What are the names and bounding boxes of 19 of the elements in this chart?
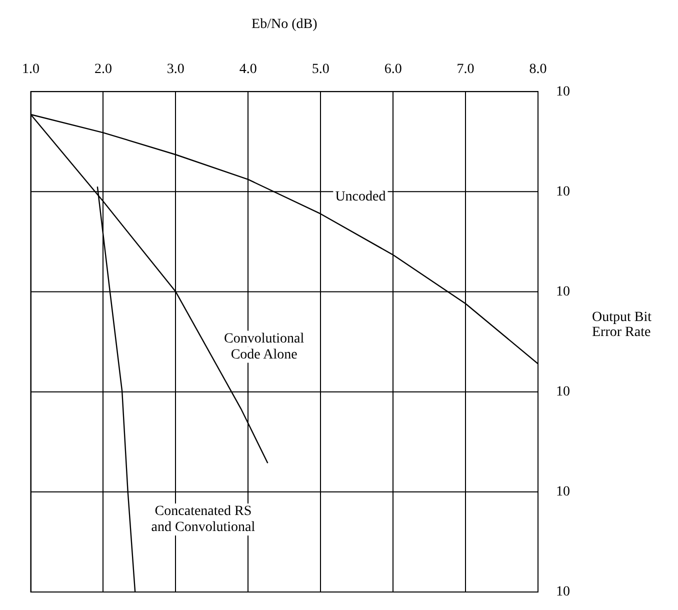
x-tick-label: 8.0: [529, 62, 547, 77]
text: 10: [556, 284, 570, 300]
x-tick-label: 5.0: [312, 62, 330, 77]
annotation: Convolutional Code Alone: [224, 331, 304, 362]
x-tick-label: 2.0: [94, 62, 112, 77]
text: 10: [556, 184, 570, 200]
y-axis-title: Output Bit Error Rate: [592, 310, 653, 340]
text: 10: [556, 384, 570, 400]
x-tick-label: 4.0: [239, 62, 257, 77]
x-tick-label: 3.0: [166, 62, 184, 77]
x-tick-label: 7.0: [456, 62, 474, 77]
x-tick-label: 1.0: [22, 62, 40, 77]
annotation: Concatenated RS and Convolutional: [151, 504, 256, 536]
x-tick-label: 6.0: [384, 62, 402, 77]
x-axis-title: Eb/No (dB): [252, 17, 318, 32]
annotation: Uncoded: [335, 189, 386, 204]
text: 10: [556, 84, 570, 100]
text: 10: [556, 584, 570, 600]
text: 10: [556, 484, 570, 500]
